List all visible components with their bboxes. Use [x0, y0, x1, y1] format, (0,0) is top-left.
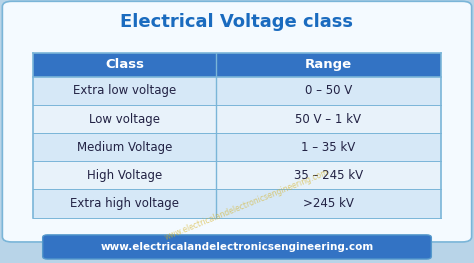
Text: 35 – 245 kV: 35 – 245 kV [294, 169, 363, 182]
Text: www.electricalandelectronicsengineering.com: www.electricalandelectronicsengineering.… [163, 168, 330, 242]
FancyBboxPatch shape [2, 1, 472, 242]
Text: Medium Voltage: Medium Voltage [77, 141, 172, 154]
Text: >245 kV: >245 kV [303, 197, 354, 210]
Text: Extra high voltage: Extra high voltage [70, 197, 179, 210]
Bar [33, 77, 441, 105]
Bar [33, 161, 441, 189]
Text: Electrical Voltage class: Electrical Voltage class [120, 13, 354, 31]
Bar [33, 189, 441, 218]
Text: 0 – 50 V: 0 – 50 V [305, 84, 352, 97]
Bar [33, 133, 441, 161]
Text: Range: Range [305, 58, 352, 71]
Text: Class: Class [105, 58, 144, 71]
Text: 1 – 35 kV: 1 – 35 kV [301, 141, 356, 154]
Bar [33, 105, 441, 133]
Text: High Voltage: High Voltage [87, 169, 162, 182]
Text: www.electricalandelectronicsengineering.com: www.electricalandelectronicsengineering.… [100, 242, 374, 252]
Bar [33, 53, 441, 77]
Text: Low voltage: Low voltage [89, 113, 160, 125]
Text: Extra low voltage: Extra low voltage [73, 84, 176, 97]
Text: 50 V – 1 kV: 50 V – 1 kV [295, 113, 361, 125]
FancyBboxPatch shape [43, 235, 431, 259]
